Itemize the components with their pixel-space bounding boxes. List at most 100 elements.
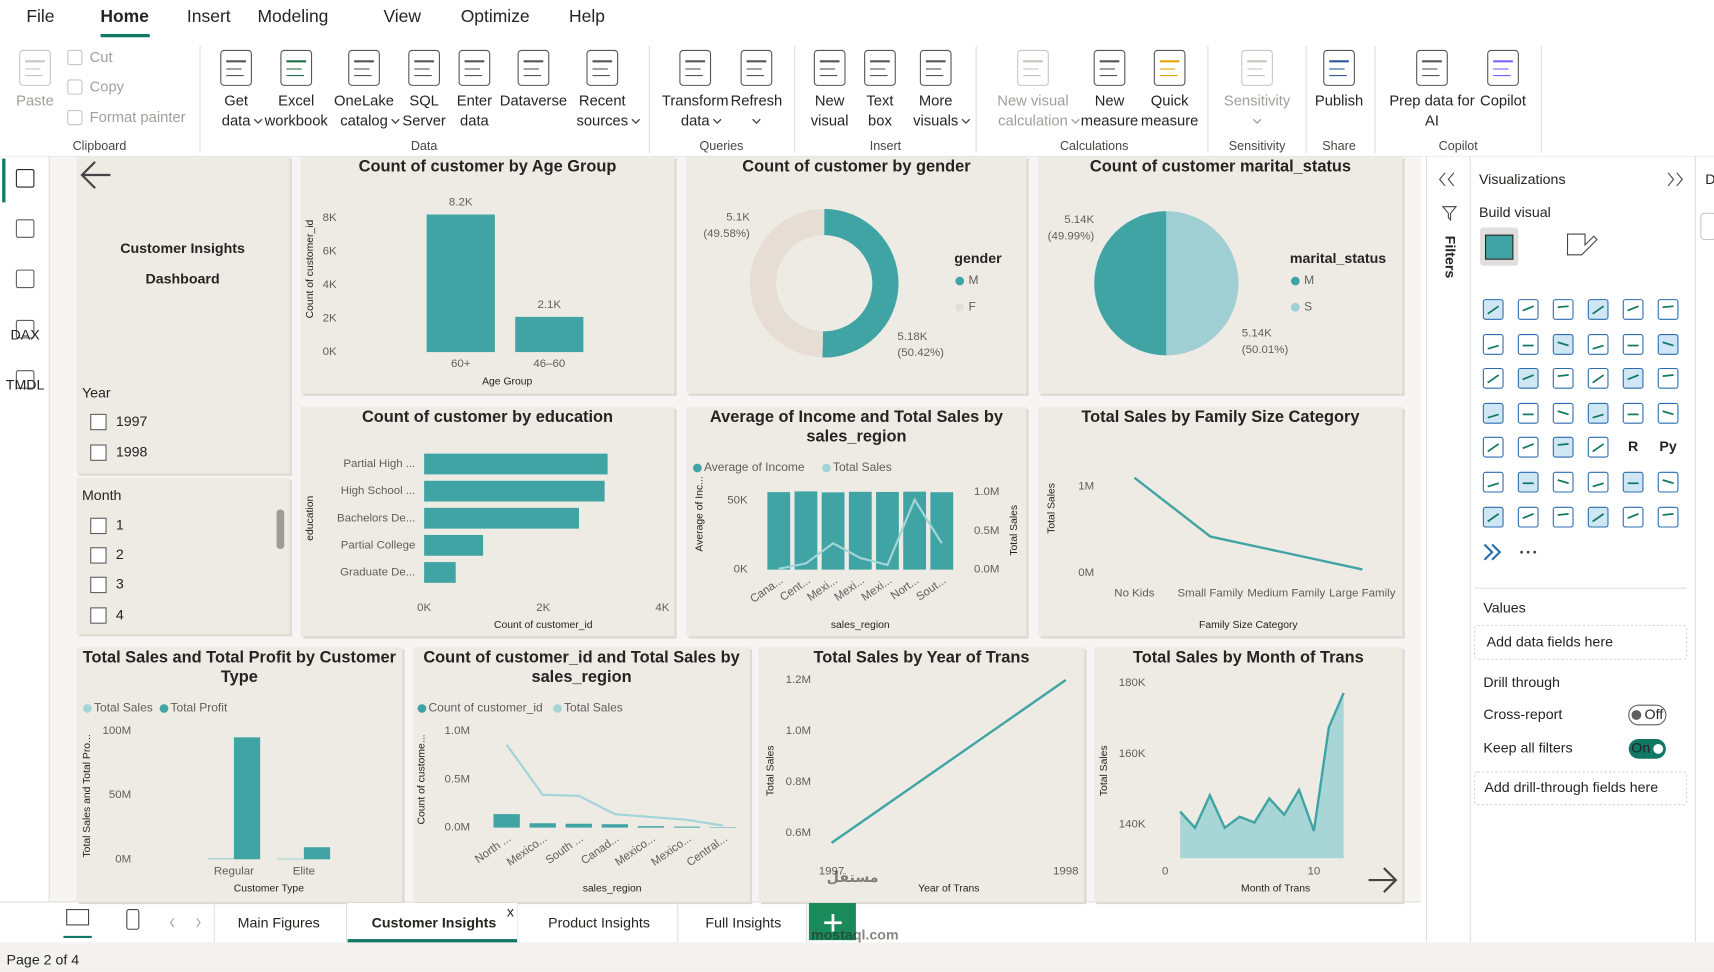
page-tab[interactable]: Main Figures: [238, 916, 320, 932]
tab-close[interactable]: x: [507, 905, 514, 921]
mobile-view-icon[interactable]: [126, 909, 140, 930]
visual-type-icon[interactable]: [1482, 402, 1504, 424]
visual-type-icon[interactable]: [1622, 367, 1644, 389]
ribbon-button-label[interactable]: Enter: [457, 94, 492, 110]
ribbon-button-label[interactable]: Server: [402, 113, 446, 129]
menu-item[interactable]: File: [26, 6, 54, 26]
ribbon-button-label[interactable]: visual: [811, 113, 849, 129]
ribbon-button-label[interactable]: Publish: [1315, 94, 1363, 110]
slicer-item[interactable]: 1998: [116, 444, 148, 460]
more-visuals-dot[interactable]: [1526, 550, 1530, 554]
slicer-checkbox[interactable]: [90, 413, 107, 431]
visual-type-icon[interactable]: [1517, 299, 1539, 320]
slicer-item[interactable]: 2: [116, 547, 124, 563]
collapse-chevron[interactable]: [1438, 172, 1455, 187]
slicer-item[interactable]: 4: [116, 607, 124, 623]
page-tab[interactable]: Full Insights: [705, 916, 781, 932]
menu-item[interactable]: Help: [569, 6, 605, 26]
ribbon-button-label[interactable]: Copilot: [1480, 94, 1526, 110]
visual-type-icon[interactable]: [1482, 334, 1504, 355]
ribbon-button-label[interactable]: Format painter: [90, 110, 186, 126]
slicer-checkbox[interactable]: [90, 517, 107, 535]
slicer-item[interactable]: 1: [116, 518, 124, 534]
visual-type-icon[interactable]: [1517, 436, 1539, 458]
ribbon-button-label[interactable]: box: [868, 113, 892, 129]
toggle-on[interactable]: [1628, 739, 1666, 759]
visual-type-icon[interactable]: [1552, 299, 1574, 320]
ribbon-button-label[interactable]: Dataverse: [500, 94, 567, 110]
visual-type-icon[interactable]: [1657, 367, 1679, 389]
menu-item[interactable]: Home: [100, 6, 149, 26]
ribbon-button-label[interactable]: Quick: [1151, 94, 1189, 110]
visual-type-icon[interactable]: [1587, 402, 1609, 424]
filters-label[interactable]: Filters: [1442, 236, 1458, 279]
visual-type-icon[interactable]: [1587, 471, 1609, 493]
ribbon-button-label[interactable]: Excel: [278, 94, 314, 110]
visual-type-icon[interactable]: [1517, 471, 1539, 493]
ribbon-button-label[interactable]: New visual: [997, 94, 1068, 110]
ribbon-button-label[interactable]: catalog: [340, 113, 388, 129]
ribbon-button-label[interactable]: Refresh: [731, 94, 783, 110]
more-visuals-dot[interactable]: [1533, 550, 1537, 554]
ribbon-button-label[interactable]: data: [681, 113, 711, 129]
visual-type-icon[interactable]: [1657, 506, 1679, 528]
ribbon-button-label[interactable]: Recent: [579, 94, 626, 110]
page-tab[interactable]: Product Insights: [548, 916, 650, 932]
ribbon-button-label[interactable]: measure: [1141, 113, 1198, 129]
visual-type-icon[interactable]: [1552, 367, 1574, 389]
visual-type-icon[interactable]: [1517, 402, 1539, 424]
visual-type-icon[interactable]: [1483, 543, 1502, 561]
visual-type-icon[interactable]: [1482, 471, 1504, 493]
slicer-checkbox[interactable]: [90, 576, 107, 594]
visual-type-icon[interactable]: R: [1628, 439, 1638, 455]
ribbon-button-label[interactable]: sources: [576, 113, 628, 129]
slicer-checkbox[interactable]: [90, 547, 107, 564]
ribbon-button-label[interactable]: New: [1095, 94, 1125, 110]
ribbon-button-label[interactable]: AI: [1425, 113, 1439, 129]
visual-type-icon[interactable]: [1517, 367, 1539, 389]
toggle-off[interactable]: [1628, 704, 1667, 726]
visual-type-icon[interactable]: [1622, 471, 1644, 493]
ribbon-button-label[interactable]: SQL: [409, 94, 439, 110]
menu-item[interactable]: Insert: [187, 6, 231, 26]
ribbon-button-label[interactable]: OneLake: [334, 94, 394, 110]
ribbon-button-label[interactable]: New: [815, 94, 845, 110]
ribbon-button-label[interactable]: Paste: [16, 94, 54, 110]
desktop-view-icon[interactable]: [66, 909, 90, 926]
ribbon-button-label[interactable]: data: [222, 113, 252, 129]
field-well[interactable]: [1474, 624, 1688, 660]
ribbon-button-label[interactable]: visuals: [913, 113, 958, 129]
page-tab[interactable]: Customer Insights: [372, 916, 497, 932]
ribbon-button-label[interactable]: workbook: [264, 113, 329, 129]
slicer-item[interactable]: 3: [116, 577, 124, 593]
ribbon-button-label[interactable]: measure: [1081, 113, 1138, 129]
menu-item[interactable]: Optimize: [461, 6, 530, 26]
ribbon-button-label[interactable]: data: [460, 113, 490, 129]
ribbon-button-label[interactable]: Transform: [662, 94, 729, 110]
expand-chevron[interactable]: [1667, 172, 1684, 187]
ribbon-button-label[interactable]: Cut: [90, 50, 113, 66]
ribbon-button-label[interactable]: Get: [224, 94, 248, 110]
visual-type-icon[interactable]: [1622, 299, 1644, 320]
menu-item[interactable]: View: [383, 6, 421, 26]
visual-type-icon[interactable]: [1622, 402, 1644, 424]
visual-type-icon[interactable]: [1622, 506, 1644, 528]
ribbon-button-label[interactable]: Copy: [90, 79, 125, 95]
ribbon-button-label[interactable]: Text: [866, 94, 893, 110]
ribbon-button-label[interactable]: calculation: [998, 113, 1068, 129]
visual-type-icon[interactable]: Py: [1659, 439, 1676, 455]
slicer-checkbox[interactable]: [90, 444, 107, 461]
format-visual-icon[interactable]: [1566, 233, 1598, 256]
visual-type-icon[interactable]: [1622, 334, 1644, 355]
slicer-item[interactable]: 1997: [116, 414, 148, 430]
slicer-checkbox[interactable]: [90, 607, 107, 624]
ribbon-button-label[interactable]: Sensitivity: [1224, 94, 1291, 110]
more-visuals-dot[interactable]: [1520, 550, 1524, 554]
visual-type-icon[interactable]: [1552, 436, 1574, 458]
visual-type-icon[interactable]: [1552, 506, 1574, 528]
ribbon-button-label[interactable]: Prep data for: [1389, 94, 1474, 110]
visual-type-icon[interactable]: [1517, 334, 1539, 355]
visual-type-icon[interactable]: [1657, 299, 1679, 320]
ribbon-button-label[interactable]: More: [919, 94, 953, 110]
field-well[interactable]: [1474, 771, 1688, 806]
